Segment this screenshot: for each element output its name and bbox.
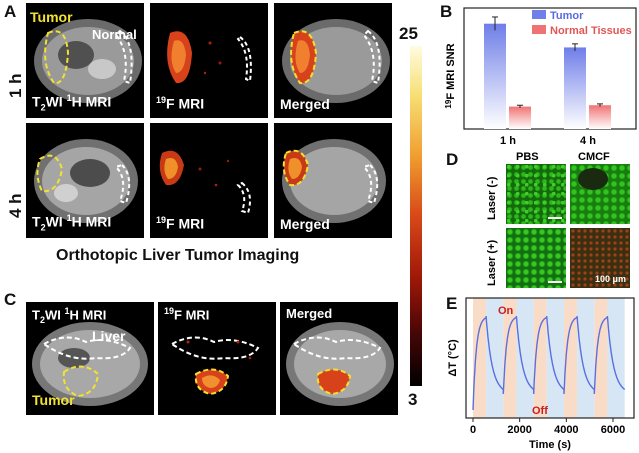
scale-bar bbox=[548, 217, 562, 219]
off-label: Off bbox=[532, 405, 548, 417]
heating-band bbox=[564, 298, 578, 418]
heating-band bbox=[533, 298, 547, 418]
row-label-laser-off: Laser (-) bbox=[486, 176, 498, 220]
panel-b-letter: B bbox=[440, 2, 453, 21]
panel-c-letter: C bbox=[4, 290, 17, 309]
on-label: On bbox=[498, 305, 514, 317]
scale-bar bbox=[548, 281, 562, 283]
x-tick-label: 4000 bbox=[554, 424, 578, 436]
micro-cmcf-laser-off bbox=[570, 164, 630, 224]
micro-pbs-laser-on bbox=[506, 228, 566, 288]
bar-tumor-1 bbox=[564, 47, 586, 129]
f19-signal-image bbox=[167, 31, 252, 84]
temperature-curve bbox=[472, 315, 626, 411]
x-tick-4h: 4 h bbox=[580, 135, 596, 147]
liver-label: Liver bbox=[92, 328, 126, 344]
panel-a-letter: A bbox=[4, 2, 17, 21]
plot-frame bbox=[465, 297, 635, 419]
tumor-label: Tumor bbox=[32, 392, 75, 408]
y-axis-label: 19F MRI SNR bbox=[444, 43, 457, 108]
bar-tumor-0 bbox=[484, 23, 506, 130]
normal-label: Normal bbox=[92, 27, 137, 42]
mri-f19-4h-tile: 19F MRI bbox=[150, 123, 268, 238]
bar-normal-0 bbox=[509, 106, 531, 129]
merged-image bbox=[282, 19, 390, 103]
heating-band bbox=[473, 298, 487, 418]
row-label-1h: 1 h bbox=[6, 73, 25, 98]
tumor-label: Tumor bbox=[30, 9, 73, 25]
snr-bar-chart: 19F MRI SNR Tumor Normal Tissues 1 h 4 h bbox=[444, 7, 637, 147]
panel-d-letter: D bbox=[446, 150, 459, 169]
cooling-band bbox=[577, 298, 595, 418]
legend-normal: Normal Tissues bbox=[550, 25, 632, 37]
cooling-band bbox=[607, 298, 625, 418]
mri-merged-4h-tile: Merged bbox=[274, 123, 392, 238]
panel-e-letter: E bbox=[446, 294, 458, 313]
merged-caption: Merged bbox=[280, 216, 330, 232]
anatomy-image bbox=[34, 19, 142, 103]
f19-caption: 19F MRI bbox=[156, 215, 205, 232]
cooling-band bbox=[546, 298, 564, 418]
cooling-band bbox=[486, 298, 504, 418]
heating-band bbox=[503, 298, 517, 418]
colorbar-min: 3 bbox=[408, 390, 418, 409]
plot-frame bbox=[463, 7, 637, 130]
row-label-laser-on: Laser (+) bbox=[486, 239, 498, 286]
f19-signal-image bbox=[159, 150, 251, 215]
liver-merged-tile: Merged bbox=[280, 302, 398, 415]
f19-caption: 19F MRI bbox=[164, 306, 210, 323]
col-label-pbs: PBS bbox=[516, 151, 539, 163]
temperature-cycle-chart: ΔT (°C) On Off 0 2000 4000 6000 Time (s) bbox=[447, 297, 635, 451]
anatomy-image bbox=[32, 322, 148, 406]
x-tick-label: 0 bbox=[470, 424, 476, 436]
anatomy-image bbox=[34, 139, 138, 223]
mri-f19-1h-tile: 19F MRI bbox=[150, 3, 268, 118]
t2-caption: T2WI 1H MRI bbox=[32, 92, 112, 112]
x-tick-label: 2000 bbox=[507, 424, 531, 436]
liver-f19-tile: 19F MRI bbox=[158, 302, 276, 415]
micro-cmcf-laser-on: 100 μm bbox=[570, 228, 630, 288]
legend-swatch-tumor bbox=[532, 10, 546, 19]
scale-bar-label: 100 μm bbox=[594, 274, 626, 284]
liver-t2-tile: Liver Tumor T2WI 1H MRI bbox=[26, 302, 154, 415]
colorbar-gradient bbox=[410, 46, 422, 386]
merged-caption: Merged bbox=[280, 96, 330, 112]
t2-caption: T2WI 1H MRI bbox=[32, 212, 112, 232]
bar-normal-1 bbox=[589, 105, 611, 129]
x-axis-label: Time (s) bbox=[529, 439, 571, 451]
legend-swatch-normal bbox=[532, 25, 546, 34]
dark-region bbox=[578, 168, 608, 190]
merged-caption: Merged bbox=[286, 306, 333, 321]
mri-t2-4h-tile: T2WI 1H MRI bbox=[26, 123, 144, 238]
merged-image bbox=[282, 139, 386, 223]
row-label-4h: 4 h bbox=[6, 193, 25, 218]
liver-imaging-title: Orthotopic Liver Tumor Imaging bbox=[56, 247, 300, 264]
colorbar-max: 25 bbox=[399, 24, 418, 43]
micro-pbs-laser-off bbox=[506, 164, 566, 224]
legend-tumor: Tumor bbox=[550, 10, 584, 22]
x-tick-1h: 1 h bbox=[500, 135, 516, 147]
cooling-band bbox=[516, 298, 534, 418]
merged-image bbox=[286, 322, 394, 406]
f19-caption: 19F MRI bbox=[156, 95, 205, 112]
x-tick-label: 6000 bbox=[601, 424, 625, 436]
t2-caption: T2WI 1H MRI bbox=[32, 306, 107, 325]
heating-band bbox=[594, 298, 608, 418]
f19-signal-image bbox=[170, 336, 260, 396]
col-label-cmcf: CMCF bbox=[578, 151, 610, 163]
mri-t2-1h-tile: Tumor Normal T2WI 1H MRI bbox=[26, 3, 144, 118]
mri-merged-1h-tile: Merged bbox=[274, 3, 392, 118]
y-axis-label: ΔT (°C) bbox=[447, 339, 459, 377]
